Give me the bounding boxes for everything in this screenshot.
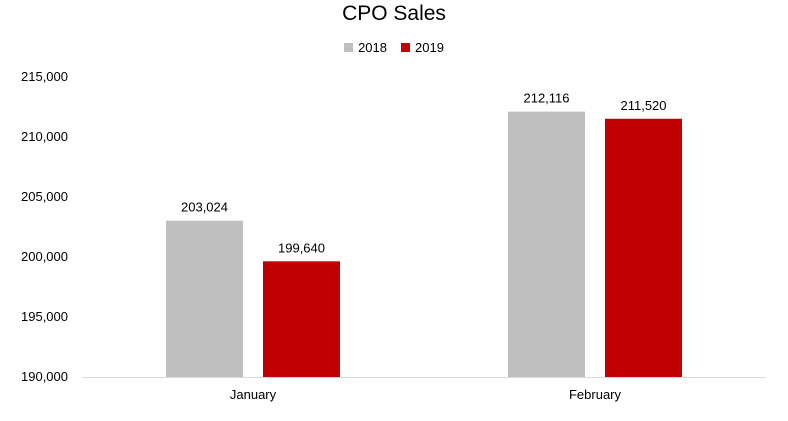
x-tick-label: January [230,387,277,402]
bar-2018-january [166,220,243,377]
data-label: 212,116 [523,91,569,106]
bar-2018-february [508,111,585,377]
y-tick-label: 215,000 [21,69,68,84]
legend-label-2018: 2018 [358,40,387,55]
data-label: 203,024 [181,200,228,215]
data-label: 199,640 [278,240,325,255]
chart-title: CPO Sales [342,2,446,25]
bar-2019-january [263,261,340,377]
legend-item-2018: 2018 [344,40,387,55]
legend-swatch-2019 [401,43,410,52]
y-tick-label: 210,000 [21,129,68,144]
y-tick-label: 195,000 [21,309,68,324]
data-label: 211,520 [620,98,666,113]
y-tick-label: 190,000 [21,369,68,384]
legend: 2018 2019 [0,40,788,55]
bar-2019-february [605,118,682,377]
x-tick-label: February [569,387,622,402]
y-tick-label: 200,000 [21,249,68,264]
y-tick-label: 205,000 [21,189,68,204]
legend-label-2019: 2019 [415,40,444,55]
legend-item-2019: 2019 [401,40,444,55]
legend-swatch-2018 [344,43,354,52]
